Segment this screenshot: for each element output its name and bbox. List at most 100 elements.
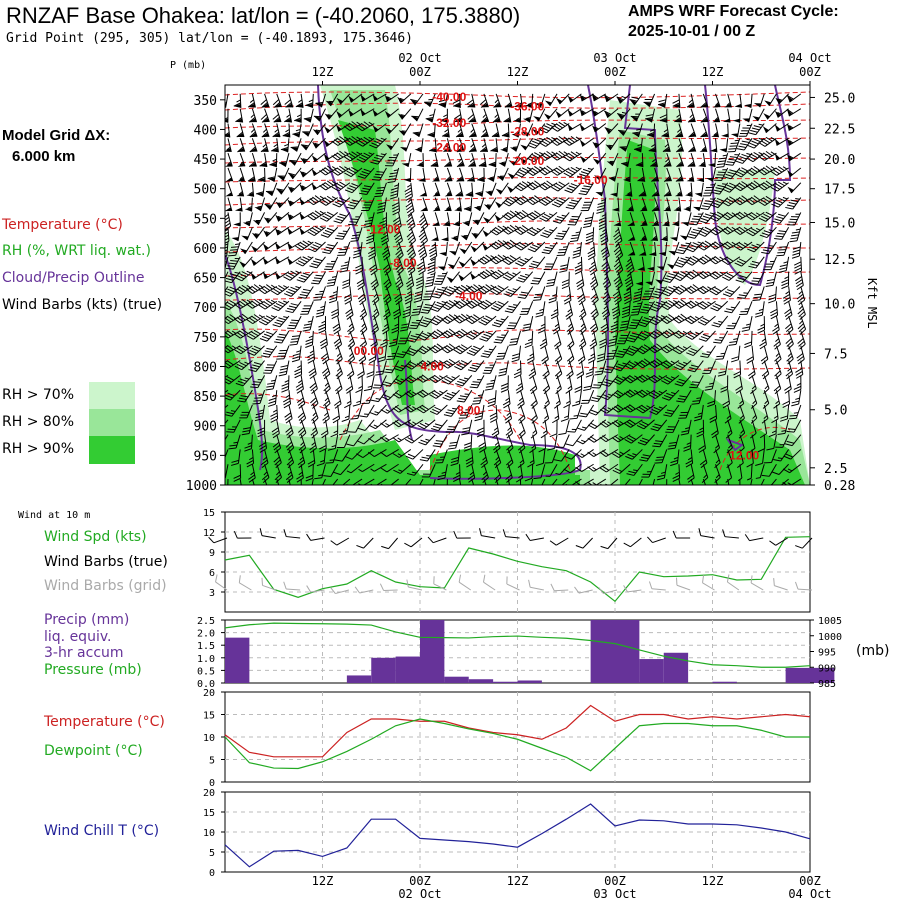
wind-barb-full (246, 335, 254, 340)
wind-barb-full (348, 168, 357, 174)
wind-barb (225, 345, 229, 354)
wind-barb-shaft (592, 227, 595, 242)
wind-barb-full (225, 394, 233, 399)
wind-barb-full (251, 331, 259, 337)
wind-barb-shaft (288, 390, 292, 405)
wind-barb-flag (287, 257, 293, 265)
wind-barb-shaft (233, 419, 241, 433)
wind-barb (311, 404, 319, 424)
wind-barb-full (292, 353, 301, 357)
wind-barb-flag (262, 243, 269, 251)
wind-barb-flag (323, 153, 330, 161)
wind-barb-shaft (333, 271, 339, 286)
wind-barb (562, 135, 582, 146)
wind-barb-full (427, 261, 436, 266)
wind-barb-shaft (452, 419, 461, 433)
wind-barb-half (494, 99, 499, 104)
wind-barb (542, 360, 550, 380)
wind-barb-full (275, 338, 284, 341)
wind-barb-full (550, 311, 559, 317)
wind-barb-full (296, 388, 304, 394)
wind-barb (300, 479, 302, 485)
wind-barb-full (348, 137, 356, 143)
wind-barb-full (441, 305, 449, 311)
wind-barb (433, 271, 448, 285)
wind-barb-full (324, 403, 331, 409)
wind-barb-shaft (506, 138, 509, 153)
wind-barb-flag (277, 175, 285, 181)
wind-barb-full (277, 336, 285, 339)
wind-barb (325, 93, 339, 107)
wind-barb-shaft (349, 360, 355, 375)
wind-barb-full (258, 304, 266, 310)
wind-barb-half (257, 205, 263, 208)
wind-barb-shaft (300, 434, 307, 449)
wind-barb-full (225, 219, 230, 225)
wind-barb-full (468, 490, 476, 495)
wind-barb-flag (271, 148, 279, 153)
wind-barb (311, 182, 326, 191)
wind-barb-flag (237, 162, 245, 167)
wind-barb-full (338, 251, 346, 254)
wind-barb (320, 419, 329, 439)
wind-barb-full (273, 288, 281, 294)
wind-barb (332, 197, 351, 208)
wind-barb-full (225, 414, 232, 417)
wind-barb (251, 241, 265, 253)
wind-barb-shaft (281, 330, 290, 344)
wind-barb (418, 167, 426, 182)
wind-barb (234, 360, 253, 371)
wind-barb-full (286, 477, 294, 483)
wind-barb-half (320, 459, 325, 463)
wind-barb (466, 93, 476, 108)
wind-barb-half (663, 487, 667, 489)
wind-barb-full (353, 252, 361, 256)
wind-barb-full (337, 254, 345, 256)
wind-barb-flag (441, 237, 449, 242)
wind-barb-half (295, 128, 301, 132)
wind-barb-full (261, 131, 268, 138)
wind-barb-full (535, 311, 544, 315)
wind-barb-full (347, 187, 355, 192)
wind-barb-full (264, 350, 273, 353)
wind-barb-half (217, 376, 221, 380)
wind-barb (355, 256, 363, 275)
wind-barb (580, 197, 595, 212)
wind-barb-half (481, 143, 486, 148)
wind-barb (276, 182, 290, 195)
wind-barb-full (500, 385, 509, 390)
wind-barb-full (213, 318, 220, 325)
wind-barb-shaft (276, 138, 279, 153)
wind-barb (490, 300, 509, 312)
wind-barb-shaft (349, 390, 352, 405)
wind-barb-full (234, 349, 242, 355)
wind-barb-half (278, 202, 283, 205)
wind-barb-shaft (325, 375, 331, 389)
wind-barb-shaft (312, 404, 319, 419)
wind-barb (450, 227, 461, 242)
wind-barb-full (283, 400, 291, 406)
wind-barb-full (300, 258, 308, 263)
wind-barb-half (287, 471, 292, 476)
wind-barb (225, 404, 229, 415)
wind-barb (412, 123, 424, 138)
wind-barb (295, 93, 304, 108)
wind-barb-full (347, 373, 355, 380)
wind-barb-full (318, 323, 326, 328)
wind-barb-full (323, 385, 330, 392)
wind-barb-shaft (416, 108, 424, 122)
wind-barb-full (288, 288, 296, 293)
wind-barb (447, 256, 460, 270)
wind-barb-full (327, 281, 335, 284)
wind-barb-full (236, 363, 245, 369)
wind-barb-full (290, 286, 298, 291)
wind-barb (566, 360, 574, 380)
wind-barb-shaft (574, 419, 582, 433)
wind-barb-shaft (307, 301, 314, 315)
temperature-contour (429, 409, 571, 471)
wind-barb-half (277, 229, 282, 233)
wind-barb-full (248, 477, 256, 483)
wind-barb-shaft (312, 419, 319, 434)
wind-barb-full (350, 240, 359, 242)
wind-barb-shaft (314, 241, 326, 253)
